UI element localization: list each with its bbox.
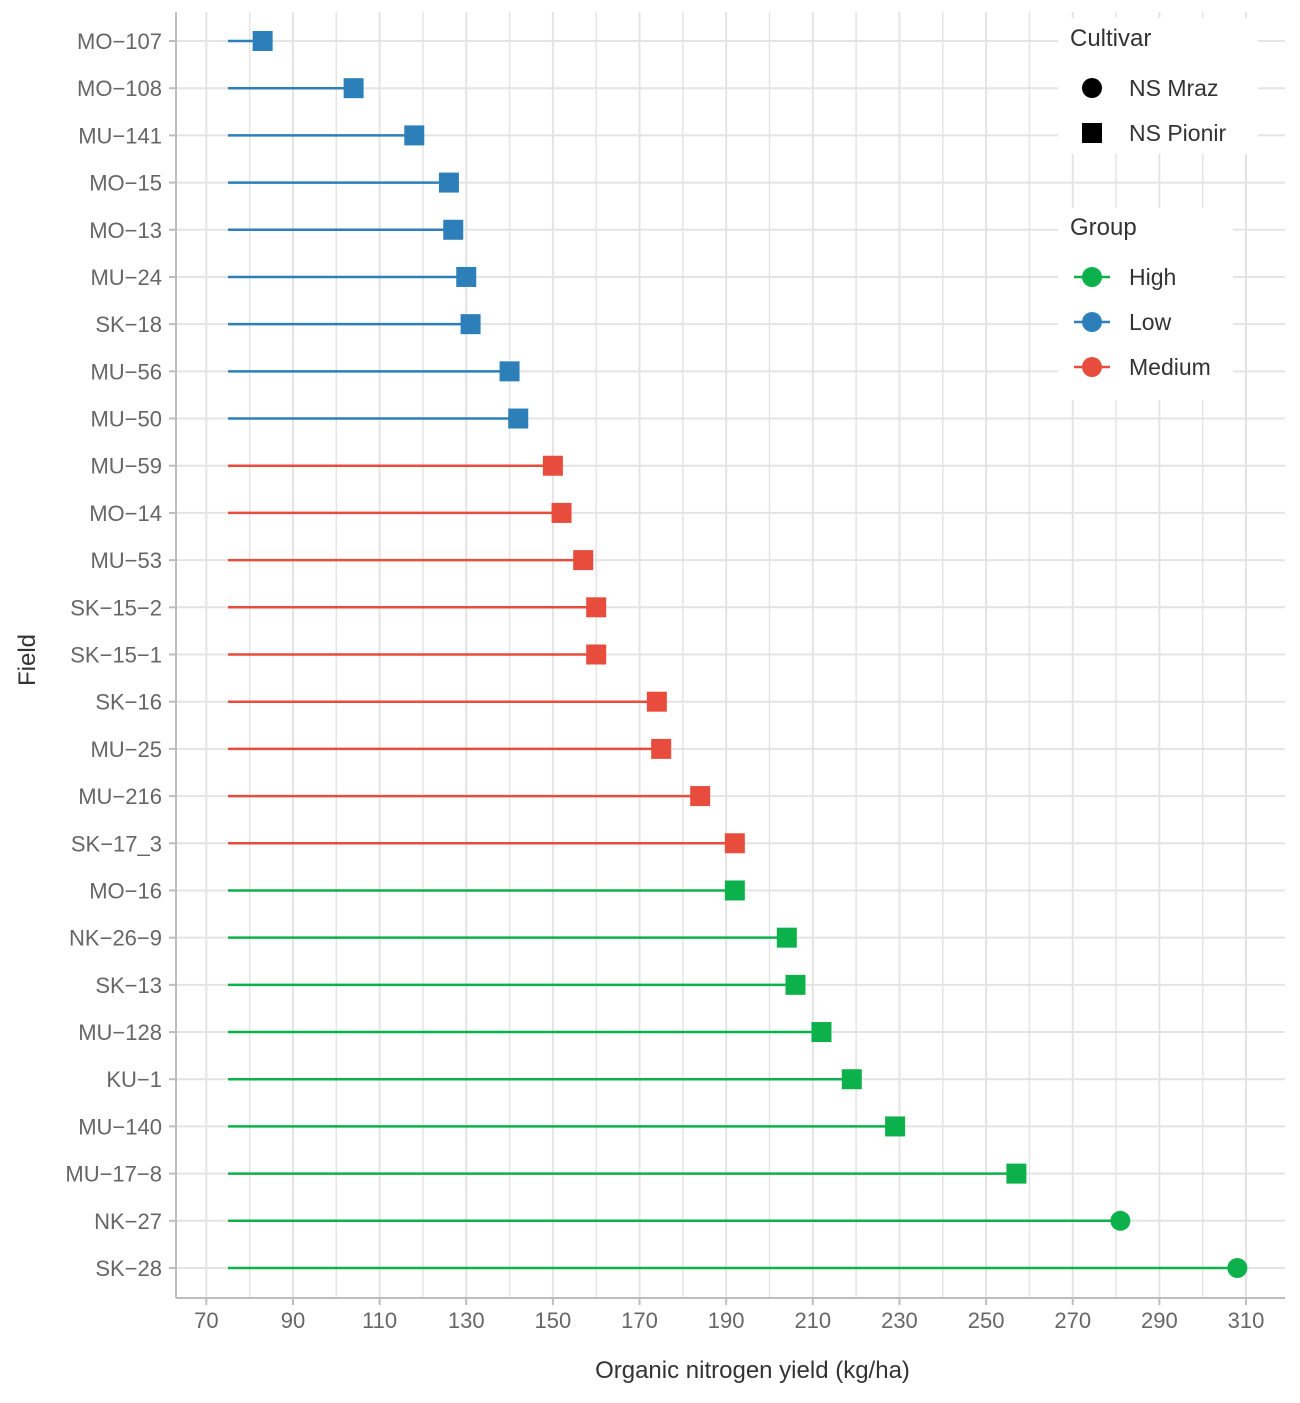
x-tick-label: 110 (362, 1308, 397, 1333)
y-tick-label-mu-140: MU−140 (78, 1114, 162, 1139)
y-tick-label-mu-128: MU−128 (78, 1020, 162, 1045)
point-mu-53 (573, 550, 594, 571)
x-tick-label: 150 (535, 1308, 572, 1333)
x-tick-label: 290 (1141, 1308, 1178, 1333)
legend-key-high (1082, 267, 1102, 287)
point-mu-56 (499, 361, 520, 382)
y-tick-label-mo-108: MO−108 (77, 76, 162, 101)
y-tick-label-mu-50: MU−50 (90, 407, 162, 432)
legend-label-high: High (1129, 264, 1176, 290)
y-tick-label-mu-141: MU−141 (78, 123, 162, 148)
point-sk-13 (785, 974, 806, 995)
legend-key-low (1082, 312, 1102, 332)
x-tick-label: 170 (621, 1308, 658, 1333)
x-tick-label: 250 (968, 1308, 1005, 1333)
x-tick-label: 310 (1228, 1308, 1265, 1333)
legend-cultivar-title: Cultivar (1070, 25, 1151, 52)
point-mu-140 (885, 1116, 906, 1137)
point-mo-15 (438, 172, 459, 193)
x-tick-label: 210 (794, 1308, 831, 1333)
point-mu-17-8 (1006, 1163, 1027, 1184)
y-tick-label-mu-17-8: MU−17−8 (65, 1162, 162, 1187)
x-tick-label: 190 (708, 1308, 745, 1333)
point-mu-50 (508, 408, 529, 429)
point-mo-13 (443, 219, 464, 240)
point-mo-16 (724, 880, 745, 901)
legend: Cultivar NS Mraz NS Pionir Group High Low Medi… (1058, 18, 1258, 400)
x-tick-label: 270 (1054, 1308, 1091, 1333)
y-tick-label-mu-24: MU−24 (90, 265, 162, 290)
point-mu-59 (542, 455, 563, 476)
point-mo-108 (343, 78, 364, 99)
y-tick-label-mu-56: MU−56 (90, 359, 162, 384)
legend-label-ns-pionir: NS Pionir (1129, 120, 1226, 146)
y-axis-title: Field (14, 634, 41, 686)
y-tick-label-mo-13: MO−13 (89, 218, 162, 243)
point-mo-14 (551, 502, 572, 523)
x-axis-title: Organic nitrogen yield (kg/ha) (595, 1357, 910, 1384)
y-tick-label-sk-16: SK−16 (95, 690, 162, 715)
legend-label-medium: Medium (1129, 354, 1211, 380)
point-sk-28 (1227, 1258, 1248, 1278)
y-tick-label-mo-14: MO−14 (89, 501, 162, 526)
point-sk-16 (646, 691, 667, 712)
point-mu-128 (811, 1022, 832, 1043)
y-tick-label-mu-59: MU−59 (90, 454, 162, 479)
point-sk-15-1 (586, 644, 607, 665)
legend-key-ns-mraz (1082, 78, 1102, 98)
point-mu-25 (651, 738, 672, 759)
y-tick-label-sk-28: SK−28 (95, 1256, 162, 1281)
x-tick-label: 90 (281, 1308, 305, 1333)
y-tick-label-sk-15-1: SK−15−1 (70, 643, 162, 668)
y-tick-label-nk-26-9: NK−26−9 (69, 926, 162, 951)
x-tick-label: 230 (881, 1308, 918, 1333)
y-tick-label-sk-13: SK−13 (95, 973, 162, 998)
y-tick-label-sk-17-3: SK−17_3 (71, 831, 162, 856)
point-nk-27 (1110, 1210, 1131, 1231)
legend-key-medium (1082, 357, 1102, 377)
point-sk-18 (460, 314, 481, 335)
y-tick-label-mo-15: MO−15 (89, 171, 162, 196)
point-sk-17-3 (724, 833, 745, 854)
legend-label-low: Low (1129, 309, 1172, 335)
point-mo-107 (252, 31, 273, 51)
y-tick-label-sk-18: SK−18 (95, 312, 162, 337)
y-tick-label-mo-16: MO−16 (89, 878, 162, 903)
y-tick-label-mo-107: MO−107 (77, 29, 162, 54)
y-tick-label-nk-27: NK−27 (94, 1209, 162, 1234)
y-tick-label-mu-25: MU−25 (90, 737, 162, 762)
x-tick-label: 130 (448, 1308, 485, 1333)
legend-key-ns-pionir (1082, 123, 1102, 143)
legend-group-title: Group (1070, 214, 1137, 241)
data-marks (227, 31, 1248, 1278)
point-mu-141 (404, 125, 425, 146)
grid (176, 12, 1285, 1298)
legend-label-ns-mraz: NS Mraz (1129, 75, 1218, 101)
axes: 70 90 110 130 150 170 190 210 230 250 270 290 310 MO−… (65, 12, 1285, 1333)
y-tick-label-ku-1: KU−1 (106, 1067, 162, 1092)
point-sk-15-2 (586, 597, 607, 618)
point-mu-216 (690, 786, 711, 807)
y-tick-label-sk-15-2: SK−15−2 (70, 595, 162, 620)
x-tick-label: 70 (194, 1308, 218, 1333)
point-nk-26-9 (776, 927, 797, 948)
y-tick-label-mu-216: MU−216 (78, 784, 162, 809)
point-ku-1 (841, 1069, 862, 1090)
point-mu-24 (456, 266, 477, 287)
y-tick-label-mu-53: MU−53 (90, 548, 162, 573)
